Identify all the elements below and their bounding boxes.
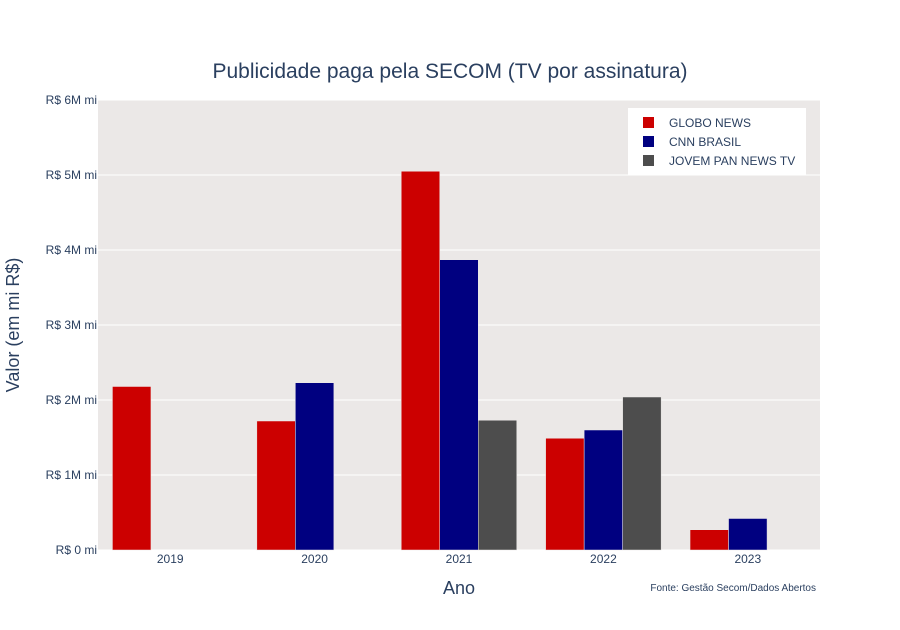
x-tick-label: 2021 <box>446 552 473 566</box>
legend-swatch <box>643 136 654 147</box>
bar-globo-news-2022 <box>545 438 585 551</box>
y-tick-label: R$ 2M mi <box>46 393 97 407</box>
x-tick-labels: 2019 2020 2021 2022 2023 <box>157 552 762 566</box>
bar-cnn-brasil-2023 <box>728 518 768 551</box>
x-tick-label: 2023 <box>734 552 761 566</box>
bar-cnn-brasil-2020 <box>295 382 335 551</box>
legend-label: JOVEM PAN NEWS TV <box>669 154 795 168</box>
x-axis-title: Ano <box>443 578 475 598</box>
y-tick-labels: R$ 0 mi R$ 1M mi R$ 2M mi R$ 3M mi R$ 4M mi R… <box>46 93 97 557</box>
bar-globo-news-2021 <box>400 171 440 551</box>
bar-globo-news-2020 <box>256 420 296 551</box>
y-tick-label: R$ 4M mi <box>46 243 97 257</box>
bars <box>112 171 768 551</box>
bar-jovem-pan-news-tv-2021 <box>478 420 518 551</box>
bar-jovem-pan-news-tv-2022 <box>622 396 662 551</box>
y-tick-label: R$ 6M mi <box>46 93 97 107</box>
x-tick-label: 2022 <box>590 552 617 566</box>
y-tick-label: R$ 1M mi <box>46 468 97 482</box>
bar-cnn-brasil-2022 <box>583 429 623 551</box>
y-tick-label: R$ 0 mi <box>56 543 97 557</box>
y-tick-label: R$ 3M mi <box>46 318 97 332</box>
x-tick-label: 2019 <box>157 552 184 566</box>
y-axis-title: Valor (em mi R$) <box>3 258 23 393</box>
bar-globo-news-2023 <box>689 529 729 551</box>
legend-label: CNN BRASIL <box>669 135 741 149</box>
legend: GLOBO NEWS CNN BRASIL JOVEM PAN NEWS TV <box>628 108 806 175</box>
legend-box <box>628 108 806 175</box>
legend-label: GLOBO NEWS <box>669 116 751 130</box>
legend-swatch <box>643 155 654 166</box>
chart-title: Publicidade paga pela SECOM (TV por assi… <box>212 60 687 83</box>
source-annotation: Fonte: Gestão Secom/Dados Abertos <box>650 583 816 594</box>
bar-globo-news-2019 <box>112 386 152 551</box>
bar-cnn-brasil-2021 <box>439 259 479 551</box>
legend-swatch <box>643 117 654 128</box>
x-tick-label: 2020 <box>301 552 328 566</box>
y-tick-label: R$ 5M mi <box>46 168 97 182</box>
